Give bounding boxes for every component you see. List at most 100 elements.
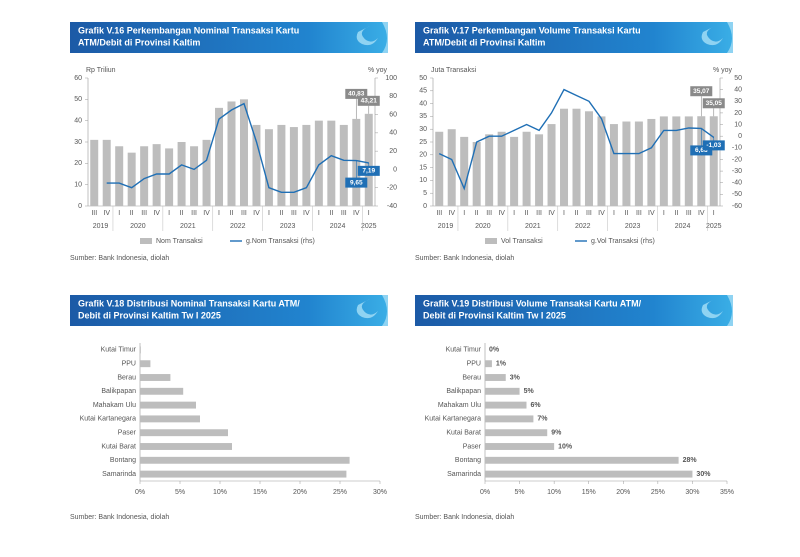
y2-tick-label: -20 xyxy=(732,156,742,163)
source-note: Sumber: Bank Indonesia, diolah xyxy=(415,514,514,521)
x-tick-label: I xyxy=(563,210,565,217)
x-tick-label: II xyxy=(130,210,134,217)
x-year-label: 2025 xyxy=(361,223,377,230)
line-series xyxy=(106,102,369,193)
y-tick-label: Bontang xyxy=(455,457,481,464)
x-year-label: 2023 xyxy=(280,223,296,230)
x-tick-label: 35% xyxy=(720,489,734,496)
header-wave-icon xyxy=(701,22,733,53)
y-tick-label: Kutai Barat xyxy=(101,443,136,450)
line-series xyxy=(438,88,715,191)
y-axis-label: Rp Triliun xyxy=(86,67,116,74)
bar xyxy=(277,124,286,206)
source-note: Sumber: Bank Indonesia, diolah xyxy=(70,255,169,262)
y2-tick-label: 0 xyxy=(393,166,397,173)
y-tick-label: Samarinda xyxy=(102,471,136,478)
bar xyxy=(435,131,444,206)
x-tick-label: I xyxy=(168,210,170,217)
x-tick-label: 25% xyxy=(333,489,347,496)
x-tick-label: II xyxy=(624,210,628,217)
bar xyxy=(127,152,136,206)
x-tick-label: 15% xyxy=(582,489,596,496)
bar xyxy=(485,456,679,464)
x-tick-label: II xyxy=(475,210,479,217)
x-tick-label: IV xyxy=(448,210,455,217)
bar xyxy=(609,124,618,206)
y2-tick-label: 50 xyxy=(734,75,742,82)
bar xyxy=(140,429,228,437)
value-label-box xyxy=(702,140,725,151)
bar xyxy=(140,374,171,381)
y-tick-label: Balikpapan xyxy=(446,388,481,395)
y-tick-label: 0 xyxy=(423,203,427,210)
header-wave-icon xyxy=(701,295,733,326)
x-tick-label: 20% xyxy=(616,489,630,496)
bar xyxy=(510,136,519,206)
header-banner xyxy=(70,22,388,53)
value-label-box xyxy=(357,165,380,176)
y2-tick-label: 20 xyxy=(389,148,397,155)
bar xyxy=(140,360,151,368)
bar xyxy=(485,134,494,206)
y-tick-label: Bontang xyxy=(110,457,136,464)
value-label-box xyxy=(345,88,368,99)
y2-tick-label: 20 xyxy=(734,110,742,117)
bar xyxy=(314,120,323,206)
y-tick-label: 30 xyxy=(74,139,82,146)
y2-axis-label: % yoy xyxy=(368,67,388,74)
y-tick-label: Kutai Timur xyxy=(101,347,137,354)
y-tick-label: 15 xyxy=(419,164,427,171)
x-tick-label: IV xyxy=(648,210,655,217)
legend-label: g.Vol Transaksi (rhs) xyxy=(591,238,655,245)
y-axis-label: Juta Transaksi xyxy=(431,67,477,74)
x-year-label: 2022 xyxy=(575,223,591,230)
y-tick-label: 45 xyxy=(419,88,427,95)
x-tick-label: 25% xyxy=(651,489,665,496)
bar xyxy=(522,131,531,206)
bar xyxy=(252,124,261,206)
bar xyxy=(140,401,196,409)
x-year-label: 2022 xyxy=(230,223,246,230)
x-tick-label: II xyxy=(674,210,678,217)
bar xyxy=(140,146,149,206)
x-tick-label: IV xyxy=(548,210,555,217)
y2-tick-label: 40 xyxy=(389,130,397,137)
x-tick-label: I xyxy=(513,210,515,217)
bar xyxy=(572,108,581,206)
y2-tick-label: -40 xyxy=(387,203,397,210)
bar xyxy=(165,148,174,206)
y-tick-label: Samarinda xyxy=(447,471,481,478)
x-tick-label: III xyxy=(241,210,247,217)
y2-tick-label: -60 xyxy=(732,203,742,210)
value-label: 0% xyxy=(489,347,500,354)
chart-title: ATM/Debit di Provinsi Kaltim xyxy=(78,37,200,47)
y-tick-label: 20 xyxy=(74,160,82,167)
bar xyxy=(447,129,456,206)
x-year-label: 2021 xyxy=(180,223,196,230)
y2-tick-label: 60 xyxy=(389,111,397,118)
y-tick-label: 40 xyxy=(419,100,427,107)
bar xyxy=(647,118,656,206)
x-tick-label: IV xyxy=(303,210,310,217)
bar xyxy=(485,415,534,423)
x-year-label: 2019 xyxy=(438,223,454,230)
x-tick-label: IV xyxy=(498,210,505,217)
y-tick-label: Berau xyxy=(462,374,481,381)
y-tick-label: Paser xyxy=(463,443,482,450)
x-tick-label: IV xyxy=(353,210,360,217)
bar xyxy=(622,121,631,206)
bar xyxy=(140,387,184,395)
header-wave-icon xyxy=(356,295,388,326)
x-tick-label: I xyxy=(613,210,615,217)
x-year-label: 2020 xyxy=(130,223,146,230)
value-label: 10% xyxy=(558,443,573,450)
bar xyxy=(264,129,273,206)
y-tick-label: Kutai Kartanegara xyxy=(80,416,137,423)
bar xyxy=(227,101,236,206)
y-tick-label: 20 xyxy=(419,152,427,159)
y2-tick-label: -40 xyxy=(732,180,742,187)
value-label: 6,68 xyxy=(695,147,708,154)
y-tick-label: 25 xyxy=(419,139,427,146)
y2-axis-label: % yoy xyxy=(713,67,733,74)
